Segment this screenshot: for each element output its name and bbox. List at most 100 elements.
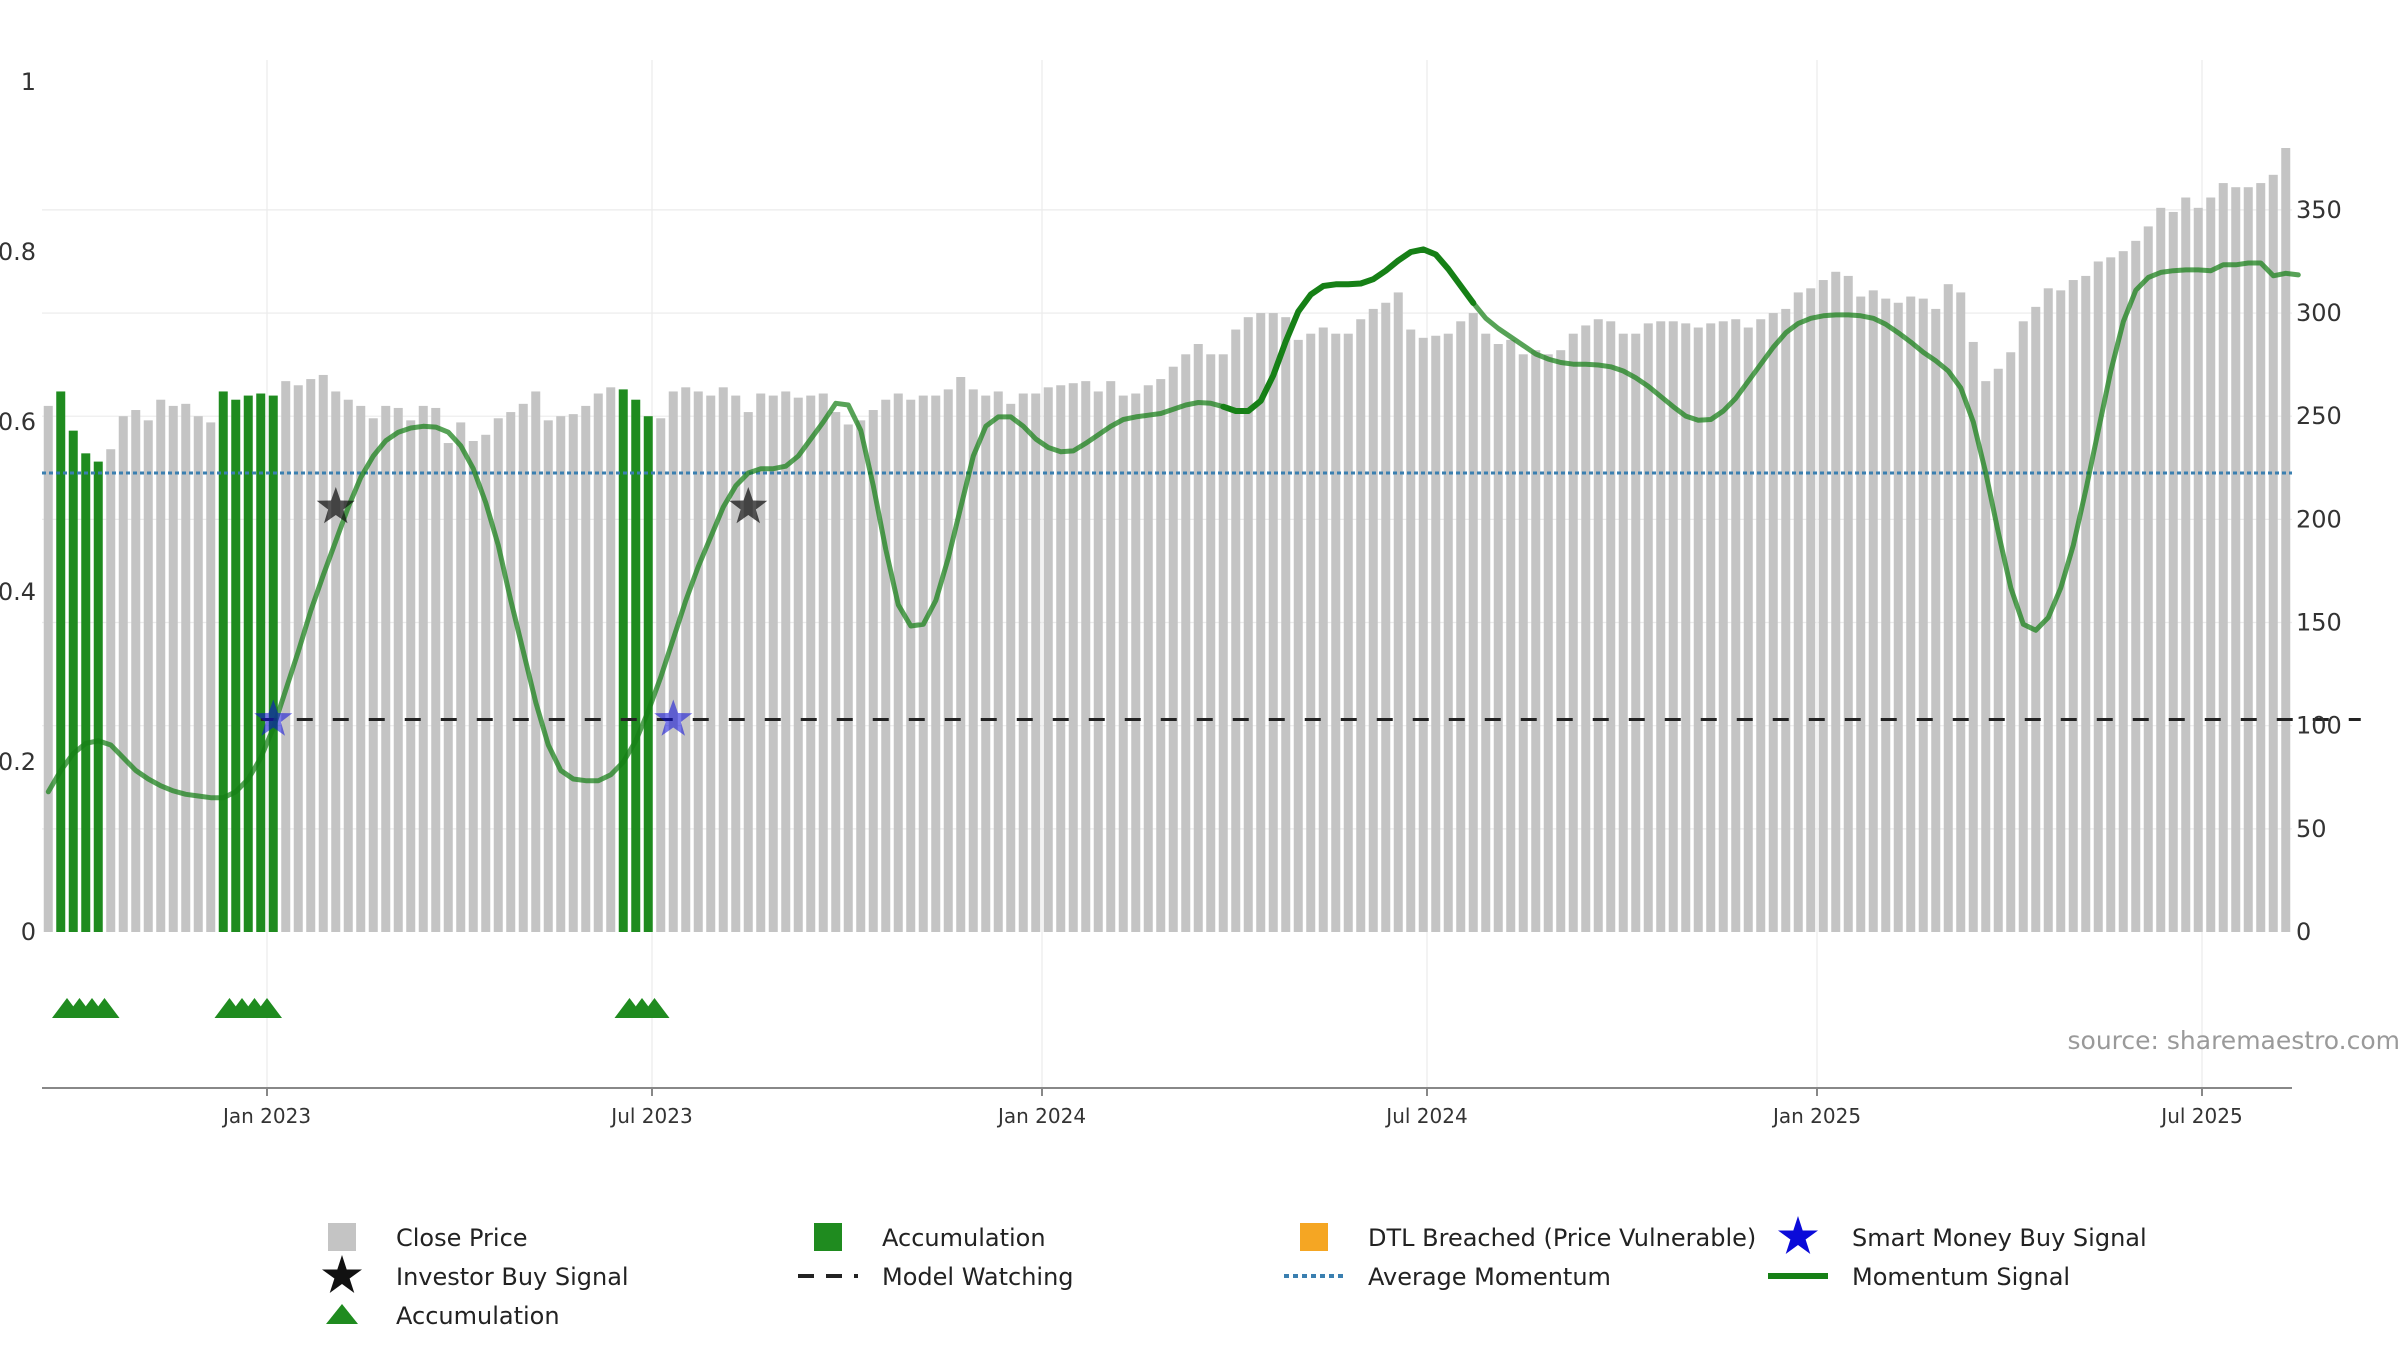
close-price-bar <box>1756 319 1765 932</box>
close-price-bar <box>1044 387 1053 932</box>
close-price-bar <box>1194 344 1203 932</box>
legend-label: Model Watching <box>882 1263 1074 1291</box>
close-price-bar <box>456 422 465 932</box>
close-price-bar <box>1269 313 1278 932</box>
legend-item-avg: Average Momentum <box>1284 1263 1611 1291</box>
legend-dtl-breached-swatch <box>1300 1223 1328 1251</box>
close-price-bar <box>1919 299 1928 932</box>
close-price-bar <box>1731 319 1740 932</box>
source-label: source: sharemaestro.com <box>2068 1026 2400 1055</box>
close-price-bar <box>1156 379 1165 932</box>
close-price-bar <box>131 410 140 932</box>
price-axis-tick-label: 300 <box>2296 299 2342 327</box>
legend-label: Investor Buy Signal <box>396 1263 629 1291</box>
accumulation-bar <box>631 400 640 932</box>
accumulation-bar <box>244 396 253 932</box>
close-price-bar <box>1894 303 1903 932</box>
close-price-bar <box>319 375 328 932</box>
legend-label: Accumulation <box>396 1302 560 1330</box>
close-price-bar <box>419 406 428 932</box>
close-price-bar <box>2056 290 2065 932</box>
momentum-axis-tick-label: 0.6 <box>0 408 36 436</box>
close-price-bar <box>194 416 203 932</box>
close-price-bar <box>44 406 53 932</box>
momentum-axis-tick-label: 0 <box>21 918 36 946</box>
close-price-bar <box>1369 309 1378 932</box>
close-price-bar <box>1669 321 1678 932</box>
close-price-bar <box>1494 344 1503 932</box>
legend-item-smart: Smart Money Buy Signal <box>1778 1216 2147 1254</box>
close-price-bar <box>406 420 415 932</box>
close-price-bar <box>2194 208 2203 932</box>
legend-item-watching: Model Watching <box>798 1263 1074 1291</box>
close-price-bar <box>1406 330 1415 932</box>
close-price-bar <box>1644 323 1653 932</box>
close-price-bar <box>2256 183 2265 932</box>
close-price-bar <box>1344 334 1353 932</box>
legend-accumulation-swatch <box>814 1223 842 1251</box>
price-axis-tick-label: 100 <box>2296 712 2342 740</box>
close-price-bar <box>344 400 353 932</box>
close-price-bar <box>1581 325 1590 932</box>
close-price-bar <box>1906 297 1915 932</box>
close-price-bar <box>1169 367 1178 932</box>
close-price-bar <box>706 396 715 932</box>
close-price-bar <box>1431 336 1440 932</box>
x-axis-tick-label: Jul 2023 <box>609 1104 692 1128</box>
momentum-axis-tick-label: 1 <box>21 68 36 96</box>
close-price-bar <box>156 400 165 932</box>
close-price-bar <box>1594 319 1603 932</box>
close-price-bar <box>2081 276 2090 932</box>
close-price-bar <box>2119 251 2128 932</box>
close-price-bar <box>719 387 728 932</box>
close-price-bar <box>2006 352 2015 932</box>
close-price-bar <box>1869 290 1878 932</box>
close-price-bar <box>1519 354 1528 932</box>
close-price-bar <box>1844 276 1853 932</box>
x-axis-tick-label: Jan 2024 <box>996 1104 1086 1128</box>
close-price-bar <box>2231 187 2240 932</box>
close-price-bar <box>1944 284 1953 932</box>
close-price-bar <box>1181 354 1190 932</box>
close-price-bar <box>394 408 403 932</box>
close-price-bar <box>381 406 390 932</box>
price-axis-tick-label: 200 <box>2296 505 2342 533</box>
close-price-bar <box>944 389 953 932</box>
accumulation-bar <box>619 389 628 932</box>
close-price-bar <box>1881 299 1890 932</box>
close-price-bar <box>2206 198 2215 932</box>
close-price-bar <box>2219 183 2228 932</box>
x-axis-tick-label: Jul 2024 <box>1384 1104 1467 1128</box>
close-price-bar <box>1306 334 1315 932</box>
close-price-bar <box>444 443 453 932</box>
close-price-bar <box>1469 313 1478 932</box>
x-axis-tick-label: Jan 2023 <box>221 1104 311 1128</box>
grid-layer <box>42 60 2292 1088</box>
close-price-bar <box>1481 334 1490 932</box>
x-axis-tick-label: Jan 2025 <box>1771 1104 1861 1128</box>
close-price-bar <box>1831 272 1840 932</box>
legend-investor-star-icon <box>322 1255 362 1293</box>
close-price-bar <box>469 441 478 932</box>
close-price-bar <box>1381 303 1390 932</box>
price-axis-tick-label: 50 <box>2296 815 2327 843</box>
price-axis-tick-label: 0 <box>2296 918 2311 946</box>
legend-label: DTL Breached (Price Vulnerable) <box>1368 1224 1756 1252</box>
momentum-axis-tick-label: 0.4 <box>0 578 36 606</box>
close-price-bar <box>2069 280 2078 932</box>
close-price-bar <box>1331 334 1340 932</box>
close-price-bar <box>1206 354 1215 932</box>
close-price-bar <box>581 406 590 932</box>
price-axis-tick-label: 350 <box>2296 196 2342 224</box>
close-price-bars <box>44 148 2291 932</box>
close-price-bar <box>919 396 928 932</box>
accumulation-bar <box>231 400 240 932</box>
momentum-axis-tick-label: 0.2 <box>0 748 36 776</box>
momentum-axis-tick-label: 0.8 <box>0 238 36 266</box>
close-price-bar <box>931 396 940 932</box>
close-price-bar <box>181 404 190 932</box>
close-price-bar <box>494 418 503 932</box>
close-price-bar <box>856 420 865 932</box>
